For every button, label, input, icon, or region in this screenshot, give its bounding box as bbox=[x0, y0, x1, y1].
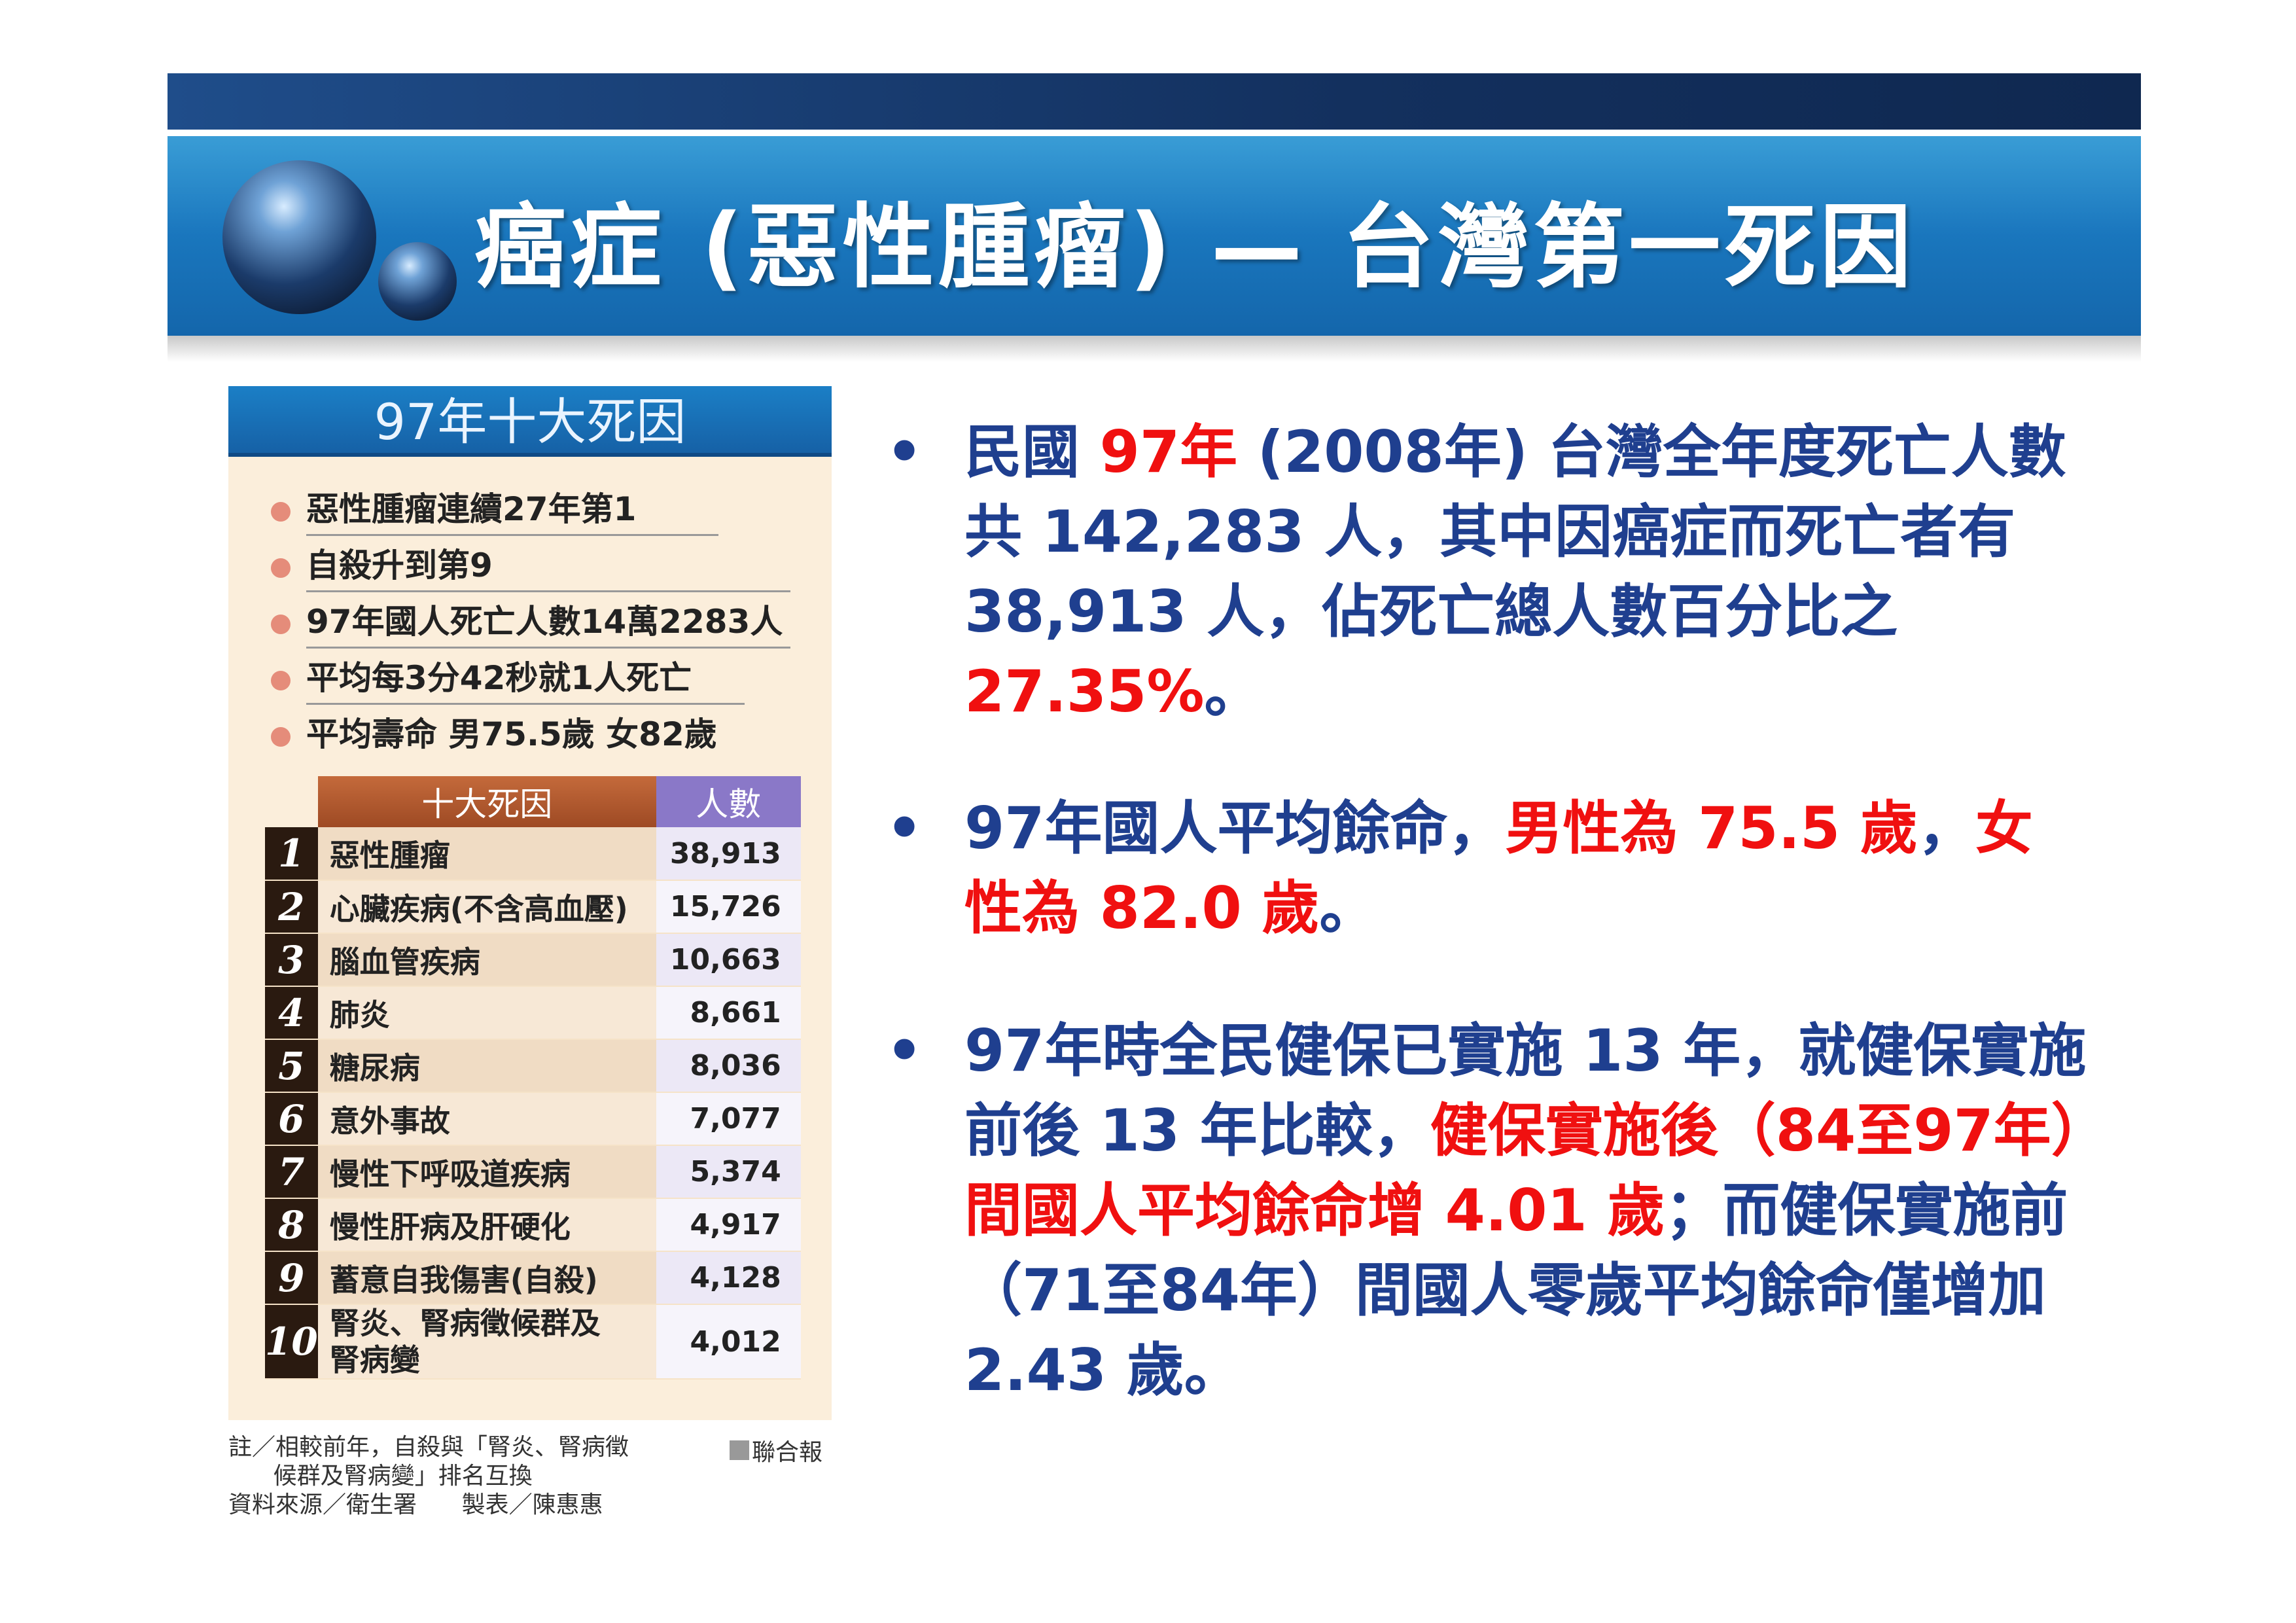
count-cell: 4,128 bbox=[656, 1251, 801, 1305]
header-title-band bbox=[168, 136, 2141, 336]
rank-cell: 4 bbox=[265, 986, 318, 1040]
causes-table: 十大死因 人數 1 惡性腫瘤 38,913 2 心臟疾病(不含高血壓) 15,726 3 腦血… bbox=[265, 776, 801, 1380]
count-column-header: 人數 bbox=[656, 776, 801, 827]
count-cell: 8,661 bbox=[656, 986, 801, 1040]
fact-item: 惡性腫瘤連續27年第1 bbox=[271, 483, 718, 536]
table-row: 8 慢性肝病及肝硬化 4,917 bbox=[265, 1198, 801, 1252]
rank-cell: 9 bbox=[265, 1251, 318, 1305]
rank-cell: 6 bbox=[265, 1092, 318, 1146]
count-cell: 4,917 bbox=[656, 1198, 801, 1252]
bullet-text-segment: 民國 bbox=[964, 418, 1100, 486]
cause-cell: 腦血管疾病 bbox=[317, 933, 656, 987]
rank-cell: 5 bbox=[265, 1039, 318, 1093]
table-row: 9 蓄意自我傷害(自殺) 4,128 bbox=[265, 1251, 801, 1305]
bullet-icon: • bbox=[886, 418, 923, 486]
bullet-point: • 97年時全民健保已實施 13 年，就健保實施前後 13 年比較，健保實施後（8… bbox=[886, 1011, 2090, 1410]
bullet-text-segment: (2008年) 台灣全年度死亡人數共 142,283 人，其中因癌症而死亡者有 … bbox=[964, 418, 2066, 645]
bullet-dot-icon bbox=[271, 614, 291, 634]
top-ten-causes-panel: 97年十大死因 惡性腫瘤連續27年第1 自殺升到第9 97年國人死亡人數14萬228… bbox=[228, 386, 832, 1420]
count-cell: 4,012 bbox=[656, 1304, 801, 1380]
cause-cell: 意外事故 bbox=[317, 1092, 656, 1146]
table-row: 5 糖尿病 8,036 bbox=[265, 1039, 801, 1093]
count-cell: 7,077 bbox=[656, 1092, 801, 1146]
cause-cell: 惡性腫瘤 bbox=[317, 827, 656, 881]
bullet-point: • 97年國人平均餘命，男性為 75.5 歲，女性為 82.0 歲。 bbox=[886, 789, 2090, 948]
divider bbox=[306, 703, 745, 705]
cause-cell: 慢性肝病及肝硬化 bbox=[317, 1198, 656, 1252]
count-cell: 38,913 bbox=[656, 827, 801, 881]
bullet-text-segment: 男性為 75.5 歲 bbox=[1505, 794, 1918, 862]
bullet-dot-icon bbox=[271, 670, 291, 690]
newspaper-credit: 聯合報 bbox=[730, 1433, 822, 1467]
fact-text: 97年國人死亡人數14萬2283人 bbox=[306, 603, 783, 641]
fact-item: 平均壽命 男75.5歲 女82歲 bbox=[271, 708, 717, 755]
bullet-dot-icon bbox=[271, 726, 291, 747]
bullet-icon: • bbox=[886, 794, 923, 862]
fact-item: 自殺升到第9 bbox=[271, 539, 790, 592]
rank-cell: 2 bbox=[265, 880, 318, 934]
cause-cell: 糖尿病 bbox=[317, 1039, 656, 1093]
cause-cell: 心臟疾病(不含高血壓) bbox=[317, 880, 656, 934]
count-cell: 10,663 bbox=[656, 933, 801, 987]
large-orb-icon bbox=[222, 160, 376, 314]
count-cell: 8,036 bbox=[656, 1039, 801, 1093]
divider bbox=[306, 647, 790, 649]
fact-text: 平均壽命 男75.5歲 女82歲 bbox=[306, 715, 717, 753]
slide-title: 癌症 (惡性腫瘤) — 台灣第一死因 bbox=[474, 194, 1916, 301]
cause-column-header: 十大死因 bbox=[317, 776, 656, 827]
bullet-text-segment: ， bbox=[1917, 794, 1975, 862]
panel-heading: 97年十大死因 bbox=[228, 386, 832, 457]
bullet-text-segment: ；而健保實施前（71至84年）間國人零歲平均餘命僅增加 2.43 歲。 bbox=[964, 1177, 2068, 1404]
source-note: 註／相較前年，自殺與「腎炎、腎病徵 候群及腎病變」排名互換 資料來源／衛生署 製… bbox=[228, 1434, 629, 1518]
count-cell: 15,726 bbox=[656, 880, 801, 934]
bullet-dot-icon bbox=[271, 501, 291, 522]
cause-cell: 腎炎、腎病徵候群及腎病變 bbox=[317, 1304, 656, 1380]
bullet-text-segment: 97年 bbox=[1099, 418, 1238, 486]
header-top-band bbox=[168, 73, 2141, 130]
bullet-text-segment: 97年國人平均餘命， bbox=[964, 794, 1506, 862]
rank-cell: 1 bbox=[265, 827, 318, 881]
cause-cell: 肺炎 bbox=[317, 986, 656, 1040]
table-row: 1 惡性腫瘤 38,913 bbox=[265, 827, 801, 881]
rank-cell: 8 bbox=[265, 1198, 318, 1252]
divider bbox=[306, 534, 718, 536]
table-row: 6 意外事故 7,077 bbox=[265, 1092, 801, 1146]
table-row: 2 心臟疾病(不含高血壓) 15,726 bbox=[265, 880, 801, 934]
fact-item: 平均每3分42秒就1人死亡 bbox=[271, 652, 745, 705]
rank-cell: 7 bbox=[265, 1145, 318, 1199]
fact-text: 平均每3分42秒就1人死亡 bbox=[306, 659, 692, 697]
fact-item: 97年國人死亡人數14萬2283人 bbox=[271, 596, 790, 649]
fact-text: 惡性腫瘤連續27年第1 bbox=[306, 490, 637, 528]
bullet-text-segment: 。 bbox=[1319, 874, 1377, 942]
table-row: 3 腦血管疾病 10,663 bbox=[265, 933, 801, 987]
bullet-text-segment: 女性為 82.0 歲 bbox=[964, 794, 2033, 942]
divider bbox=[306, 590, 790, 592]
bullet-text-segment: 97年時全民健保已實施 13 年，就健保實施前後 13 年比較， bbox=[964, 1017, 2087, 1164]
header-shadow bbox=[168, 336, 2141, 362]
table-row: 10 腎炎、腎病徵候群及腎病變 4,012 bbox=[265, 1304, 801, 1380]
rank-cell: 10 bbox=[265, 1304, 318, 1380]
bullet-text-segment: 27.35% bbox=[964, 658, 1205, 725]
cause-cell: 慢性下呼吸道疾病 bbox=[317, 1145, 656, 1199]
bullet-icon: • bbox=[886, 1017, 923, 1084]
bullet-text-segment: 健保實施後（84至97年）間國人平均餘命增 4.01 歲 bbox=[964, 1097, 2080, 1244]
table-row: 4 肺炎 8,661 bbox=[265, 986, 801, 1040]
bullet-text-segment: 。 bbox=[1204, 658, 1262, 725]
cause-cell: 蓄意自我傷害(自殺) bbox=[317, 1251, 656, 1305]
fact-text: 自殺升到第9 bbox=[306, 546, 493, 584]
table-row: 7 慢性下呼吸道疾病 5,374 bbox=[265, 1145, 801, 1199]
rank-cell: 3 bbox=[265, 933, 318, 987]
bullet-point: • 民國 97年 (2008年) 台灣全年度死亡人數共 142,283 人，其中因… bbox=[886, 412, 2090, 732]
bullet-dot-icon bbox=[271, 558, 291, 578]
count-cell: 5,374 bbox=[656, 1145, 801, 1199]
small-orb-icon bbox=[378, 242, 457, 321]
